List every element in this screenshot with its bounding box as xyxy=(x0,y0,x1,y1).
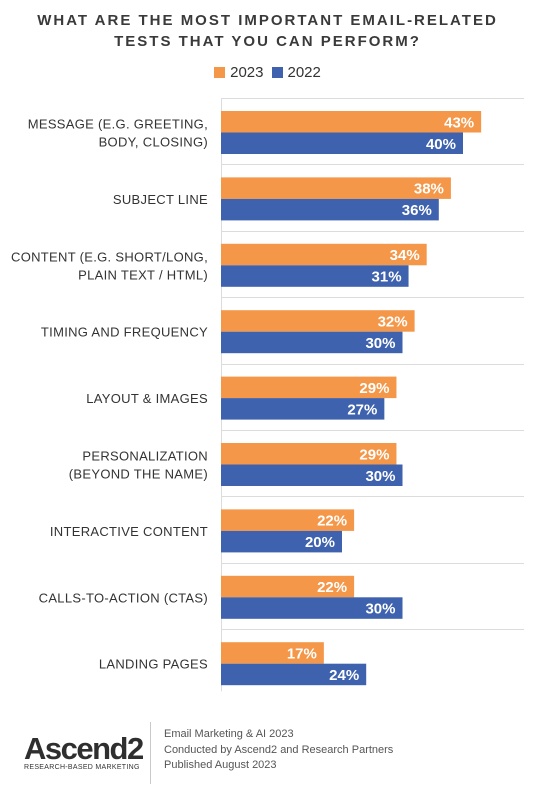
bar-2023 xyxy=(221,243,427,266)
data-label-2022: 20% xyxy=(305,534,335,551)
bar-2022 xyxy=(221,265,409,287)
data-label-2023: 17% xyxy=(287,645,317,662)
bar-2022 xyxy=(221,331,403,354)
data-label-2022: 30% xyxy=(365,468,395,485)
data-label-2023: 29% xyxy=(359,380,389,397)
data-label-2023: 22% xyxy=(317,579,347,596)
category-label: BODY, CLOSING) xyxy=(99,135,208,150)
category-label: LAYOUT & IMAGES xyxy=(86,391,208,406)
data-label-2022: 24% xyxy=(329,667,359,684)
bar-2023 xyxy=(221,642,324,664)
chart-title: WHAT ARE THE MOST IMPORTANT EMAIL-RELATE… xyxy=(0,10,535,52)
data-label-2023: 32% xyxy=(378,313,408,330)
data-label-2022: 36% xyxy=(402,202,432,219)
data-label-2023: 22% xyxy=(317,513,347,530)
category-label: LANDING PAGES xyxy=(99,657,208,672)
bar-2023 xyxy=(221,310,415,332)
category-label: PERSONALIZATION xyxy=(82,449,208,464)
category-label: (BEYOND THE NAME) xyxy=(69,467,208,482)
footer-line-conducted: Conducted by Ascend2 and Research Partne… xyxy=(164,743,394,756)
bar-2022 xyxy=(221,663,367,686)
bar-2023 xyxy=(221,509,355,531)
chart-title-line-2: TESTS THAT YOU CAN PERFORM? xyxy=(114,33,421,50)
category-label: CONTENT (E.G. SHORT/LONG, xyxy=(11,249,208,264)
data-label-2023: 38% xyxy=(414,181,444,198)
data-label-2022: 31% xyxy=(372,269,402,286)
data-label-2022: 27% xyxy=(347,401,377,418)
bar-2022 xyxy=(221,597,403,619)
category-label: SUBJECT LINE xyxy=(113,192,208,207)
legend-item-2022: 2022 xyxy=(271,64,321,81)
logo-wordmark: Ascend2 xyxy=(24,731,144,766)
logo-tagline: RESEARCH-BASED MARKETING xyxy=(24,764,140,771)
category-label: MESSAGE (E.G. GREETING, xyxy=(28,117,208,132)
category-label: CALLS-TO-ACTION (CTAS) xyxy=(39,590,208,605)
bar-2022 xyxy=(221,398,385,420)
chart-legend: 2023 2022 xyxy=(0,64,535,81)
bar-2022 xyxy=(221,530,342,553)
data-label-2022: 40% xyxy=(426,136,456,153)
legend-label-2023: 2023 xyxy=(230,64,264,81)
bar-chart: MESSAGE (E.G. GREETING, BODY, CLOSING) 43%… xyxy=(11,98,524,692)
chart-title-line-1: WHAT ARE THE MOST IMPORTANT EMAIL-RELATE… xyxy=(37,12,498,29)
legend-swatch-2023 xyxy=(214,67,226,78)
data-label-2023: 43% xyxy=(444,114,474,131)
legend-label-2022: 2022 xyxy=(287,64,321,81)
data-label-2023: 29% xyxy=(359,446,389,463)
legend-item-2023: 2023 xyxy=(214,64,264,81)
category-label: INTERACTIVE CONTENT xyxy=(50,524,208,539)
bar-2023 xyxy=(221,376,397,399)
footer-line-report: Email Marketing & AI 2023 xyxy=(164,728,294,740)
ascend2-logo: Ascend2 RESEARCH-BASED MARKETING xyxy=(24,731,144,771)
bar-2023 xyxy=(221,443,397,465)
data-label-2023: 34% xyxy=(390,247,420,264)
bar-2022 xyxy=(221,198,439,221)
footer-divider xyxy=(150,722,151,784)
bar-2023 xyxy=(221,111,482,133)
data-label-2022: 30% xyxy=(365,335,395,352)
category-label: PLAIN TEXT / HTML) xyxy=(78,267,208,282)
bar-2022 xyxy=(221,132,463,154)
data-label-2022: 30% xyxy=(365,601,395,618)
bar-2022 xyxy=(221,464,403,486)
footer-line-published: Published August 2023 xyxy=(164,759,277,771)
bar-2023 xyxy=(221,575,355,598)
footer-credits: Email Marketing & AI 2023 Conducted by A… xyxy=(164,727,393,774)
bar-2023 xyxy=(221,177,451,199)
legend-swatch-2022 xyxy=(271,67,283,78)
category-label: TIMING AND FREQUENCY xyxy=(41,325,208,340)
